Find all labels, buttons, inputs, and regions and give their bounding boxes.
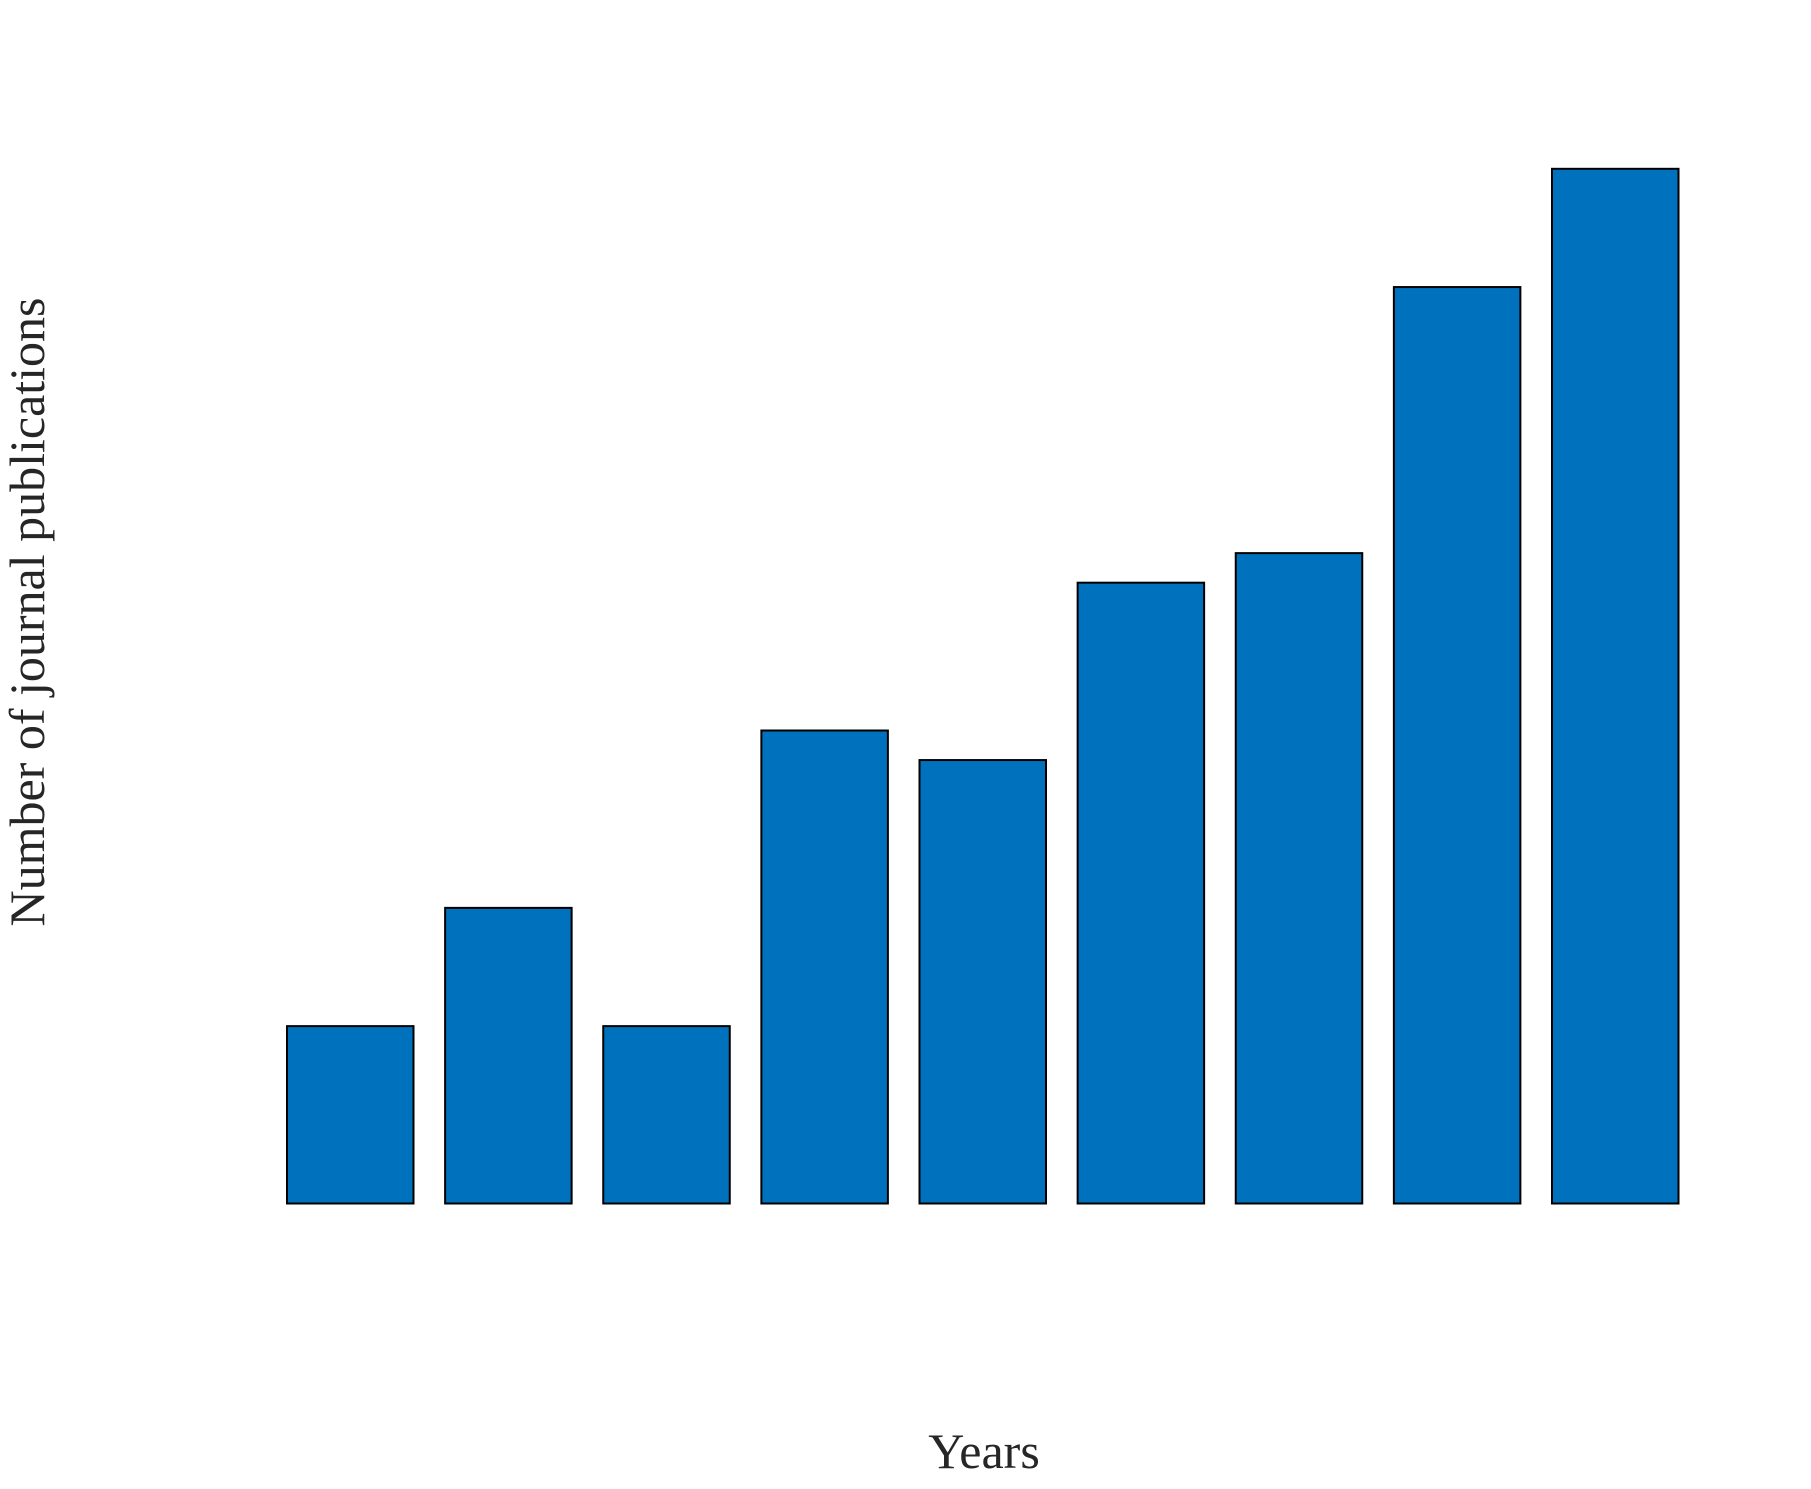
x-axis-title: Years <box>928 1423 1040 1479</box>
bar <box>918 759 1047 1205</box>
bar <box>444 906 573 1205</box>
y-axis-title: Number of journal publications <box>0 297 55 926</box>
bar <box>602 1025 731 1205</box>
bar <box>286 1025 415 1205</box>
bar <box>1551 167 1680 1205</box>
bar <box>1234 552 1364 1205</box>
bar <box>760 729 889 1205</box>
bar <box>1076 581 1206 1205</box>
bars <box>286 167 1680 1205</box>
bar <box>1392 286 1522 1205</box>
